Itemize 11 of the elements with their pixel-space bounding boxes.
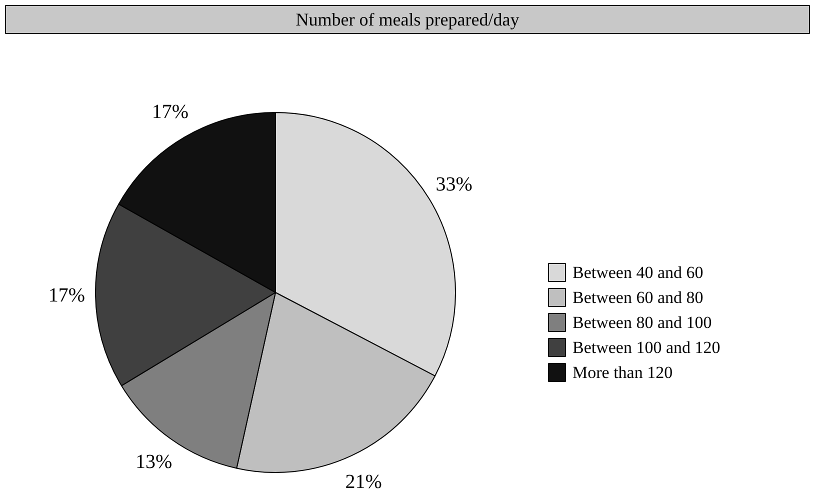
data-label: 17% <box>48 284 86 307</box>
chart-title: Number of meals prepared/day <box>296 10 520 30</box>
legend-label: Between 60 and 80 <box>572 288 704 307</box>
data-label: 21% <box>345 470 382 493</box>
legend-label: Between 100 and 120 <box>572 338 720 357</box>
legend-label: More than 120 <box>572 363 673 382</box>
data-label: 13% <box>135 451 172 474</box>
data-label: 33% <box>436 173 472 196</box>
data-label: 17% <box>152 101 189 124</box>
legend-label: Between 80 and 100 <box>572 313 712 332</box>
legend-label: Between 40 and 60 <box>572 263 704 282</box>
